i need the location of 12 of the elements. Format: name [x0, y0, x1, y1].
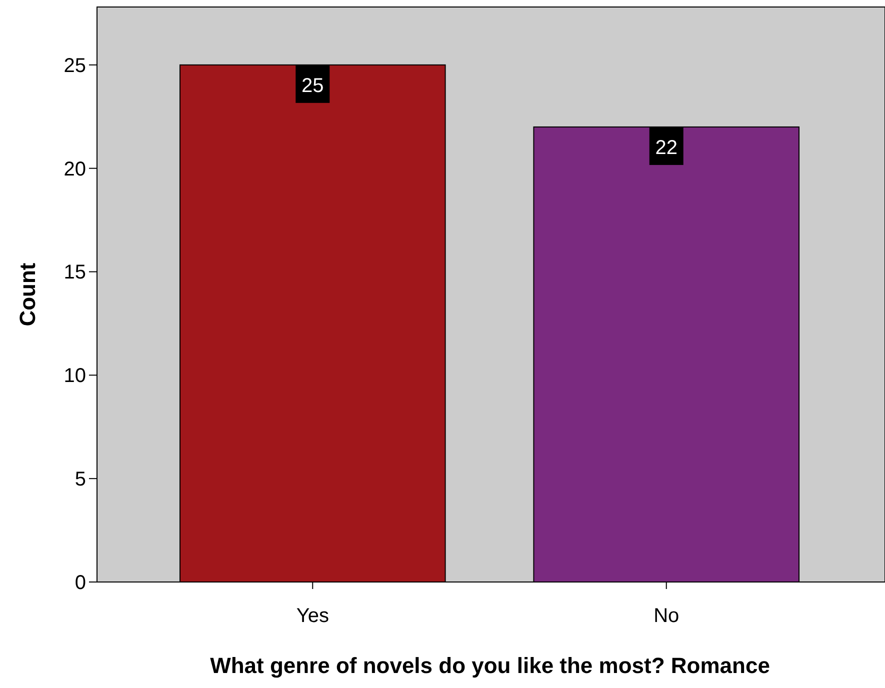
y-tick-label: 15	[64, 262, 86, 284]
x-tick-label: Yes	[296, 605, 329, 627]
y-tick-label: 10	[64, 365, 86, 388]
y-tick-label: 5	[74, 468, 86, 491]
data-label: 22	[655, 136, 678, 159]
y-axis-title: Count	[15, 262, 40, 326]
y-tick-label: 20	[64, 158, 86, 180]
x-axis-title: What genre of novels do you like the most? Romance	[210, 653, 770, 678]
x-tick-label: No	[654, 605, 680, 627]
y-tick-label: 25	[64, 54, 86, 77]
data-label: 25	[302, 74, 324, 97]
y-tick-label: 0	[74, 572, 86, 594]
